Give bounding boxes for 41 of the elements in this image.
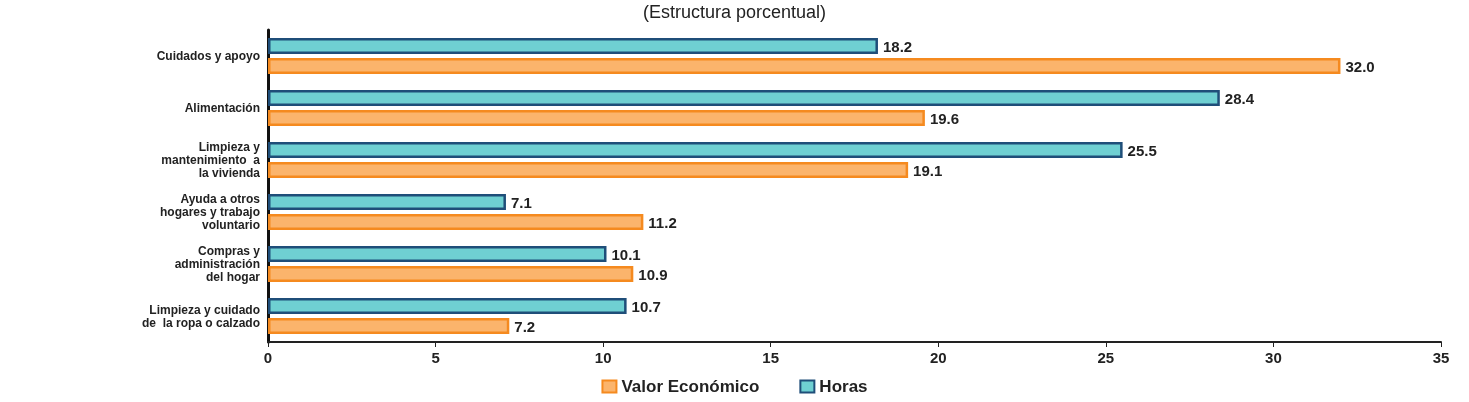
x-tick-label: 0 <box>263 349 273 366</box>
data-label: 32.0 <box>1345 57 1375 75</box>
data-label: 28.4 <box>1224 89 1255 107</box>
data-label: 10.9 <box>638 265 668 283</box>
y-tick-label: Ayuda a otros hogares y trabajo voluntario <box>159 192 261 232</box>
y-tick-label: Limpieza y mantenimiento a la vivienda <box>161 140 261 180</box>
y-tick-label: Cuidados y apoyo <box>156 49 260 63</box>
data-label: 7.1 <box>510 193 532 211</box>
chart-title: (Estructura porcentual) <box>642 2 827 22</box>
bar <box>268 38 878 54</box>
y-tick-label: Compras y administración del hogar <box>174 244 261 284</box>
bar <box>268 246 607 262</box>
bar <box>268 266 634 282</box>
x-tick-label: 15 <box>762 349 780 366</box>
data-label: 19.6 <box>929 109 960 127</box>
x-tick-label: 20 <box>929 349 947 366</box>
bar <box>268 110 925 126</box>
data-label: 11.2 <box>648 213 677 231</box>
data-label: 25.5 <box>1127 141 1157 159</box>
legend-label: Horas <box>819 377 868 396</box>
bar <box>268 318 510 334</box>
data-label: 18.2 <box>882 37 913 55</box>
data-label: 19.1 <box>913 161 943 179</box>
bar <box>268 58 1341 74</box>
y-tick-label: Alimentación <box>184 101 260 115</box>
x-tick-label: 25 <box>1097 349 1115 366</box>
bar <box>268 90 1220 106</box>
x-tick-label: 10 <box>594 349 612 366</box>
x-tick-label: 5 <box>431 349 440 366</box>
data-label: 7.2 <box>514 317 536 335</box>
bar <box>268 142 1123 158</box>
bar <box>268 298 627 314</box>
bar <box>268 214 644 230</box>
bar <box>268 162 909 178</box>
legend-label: Valor Económico <box>621 377 760 396</box>
data-label: 10.1 <box>611 245 641 263</box>
y-tick-label: Limpieza y cuidado de la ropa o calzado <box>141 302 260 330</box>
bar <box>268 194 506 210</box>
x-tick-label: 30 <box>1265 349 1282 366</box>
data-label: 10.7 <box>631 297 661 315</box>
x-tick-label: 35 <box>1432 349 1450 366</box>
